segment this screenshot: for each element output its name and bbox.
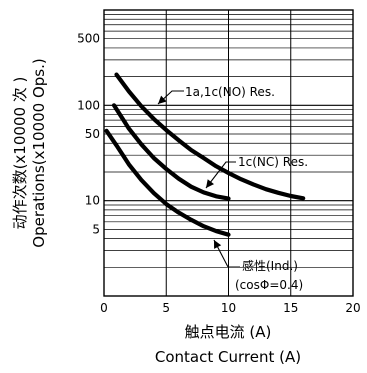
leader-nc-res-arrow: [206, 179, 214, 188]
grid: [103, 10, 354, 297]
annotation-cosphi: (cosΦ=0.4): [235, 278, 303, 292]
tick-labels: 0 5 10 15 20 500 100 50 10 5: [77, 32, 361, 315]
leader-ind: [213, 239, 240, 268]
leader-nc-res: [205, 161, 236, 189]
leader-ind-arrow: [214, 240, 222, 249]
series-line-1: [111, 103, 231, 201]
y-axis-title-en: Operations(x10000 Ops.): [30, 58, 48, 247]
annotation-ind: 感性(Ind.): [242, 258, 298, 273]
annotation-leaders: [157, 90, 240, 268]
y-tick-label: 50: [85, 127, 100, 141]
curves: [104, 72, 306, 237]
y-tick-label: 100: [77, 98, 100, 112]
x-tick-label: 15: [283, 301, 298, 315]
series-line-2: [104, 128, 231, 237]
y-tick-label: 5: [92, 222, 100, 236]
x-axis-title-cn: 触点电流 (A): [185, 323, 272, 341]
x-axis-title-en: Contact Current (A): [155, 348, 301, 366]
annotation-no-res: 1a,1c(NO) Res.: [185, 85, 275, 99]
x-tick-label: 0: [100, 301, 108, 315]
x-tick-label: 5: [162, 301, 170, 315]
annotation-nc-res: 1c(NC) Res.: [238, 155, 308, 169]
leader-no-res-arrow: [158, 95, 167, 104]
y-tick-label: 10: [85, 194, 100, 208]
plot-frame: [103, 9, 354, 297]
y-axis-title-cn: 动作次数(x10000 次 ): [11, 77, 29, 230]
x-tick-label: 20: [345, 301, 360, 315]
series-line-0: [114, 72, 306, 201]
y-tick-label: 500: [77, 32, 100, 46]
x-tick-label: 10: [221, 301, 236, 315]
